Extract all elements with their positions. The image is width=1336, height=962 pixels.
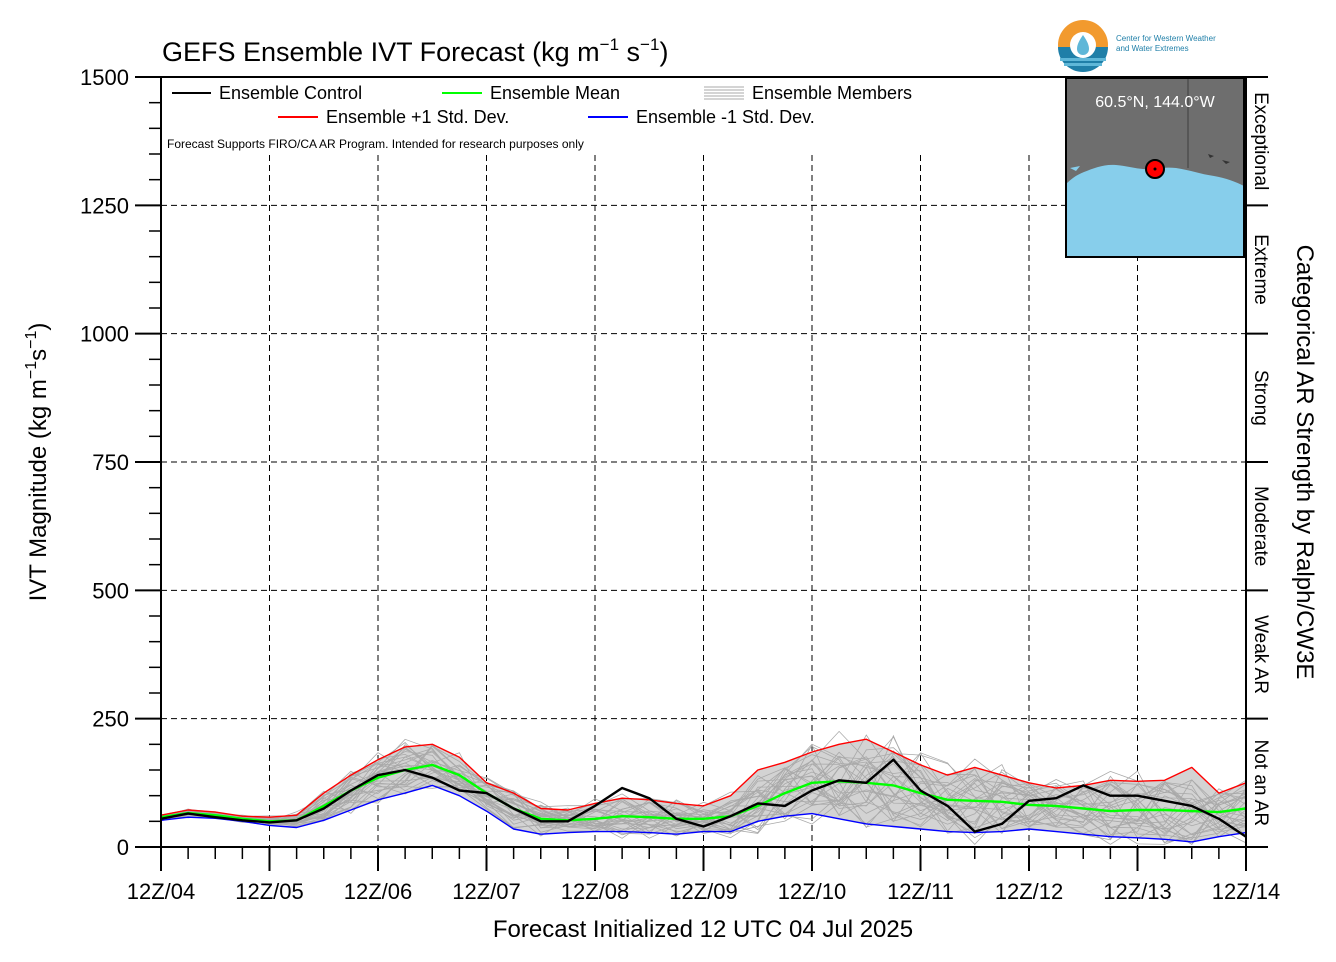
series-line-control <box>160 758 1247 838</box>
axes <box>135 76 1268 871</box>
inset-location-label: 60.5°N, 144.0°W <box>1095 94 1215 111</box>
ensemble-member-line <box>160 744 1247 831</box>
x-tick-label: 12Z/08 <box>561 879 630 904</box>
tick-labels: 0 250 500 750 1000 1250 1500 12Z/04 12Z/05 12Z/06… <box>80 65 1280 904</box>
y-tick-label: 500 <box>92 578 129 603</box>
cw3e-logo-icon: Center for Western Weather and Water Ext… <box>1058 20 1216 72</box>
category-label: Extreme <box>1250 234 1271 305</box>
logo-text-line2: and Water Extremes <box>1116 44 1189 53</box>
y-tick-label: 1250 <box>80 193 129 218</box>
series-lines <box>160 738 1247 843</box>
y-tick-label: 250 <box>92 707 129 732</box>
chart-title: GEFS Ensemble IVT Forecast (kg m−1 s−1) <box>162 35 668 67</box>
ensemble-member-line <box>160 734 1247 836</box>
legend-label-minus-sd: Ensemble -1 Std. Dev. <box>636 107 815 127</box>
legend-label-members: Ensemble Members <box>752 83 912 103</box>
x-tick-label: 12Z/05 <box>235 879 304 904</box>
y-tick-label: 0 <box>117 835 129 860</box>
series-line-plus-sd <box>160 738 1247 818</box>
ar-category-labels: Not an AR Weak AR Moderate Strong Extreme Exc… <box>1250 92 1271 826</box>
x-tick-label: 12Z/04 <box>127 879 196 904</box>
ensemble-member-line <box>160 730 1247 840</box>
location-marker-icon <box>1145 159 1165 179</box>
ensemble-member-line <box>160 747 1247 836</box>
x-tick-label: 12Z/09 <box>669 879 738 904</box>
series-line-minus-sd <box>160 784 1247 843</box>
x-tick-label: 12Z/06 <box>344 879 413 904</box>
x-tick-label: 12Z/13 <box>1103 879 1172 904</box>
y-tick-label: 1000 <box>80 322 129 347</box>
category-label: Moderate <box>1250 486 1271 566</box>
x-tick-label: 12Z/11 <box>887 879 954 904</box>
x-tick-label: 12Z/07 <box>452 879 521 904</box>
legend-swatch-members <box>704 86 744 100</box>
right-axis-title: Categorical AR Strength by Ralph/CW3E <box>1291 245 1318 680</box>
research-note: Forecast Supports FIRO/CA AR Program. In… <box>167 137 584 151</box>
ensemble-member-line <box>160 743 1247 845</box>
y-axis-title: IVT Magnitude (kg m−1s−1) <box>23 323 52 602</box>
legend-label-plus-sd: Ensemble +1 Std. Dev. <box>326 107 509 127</box>
legend: Ensemble Control Ensemble Mean Ensemble … <box>172 83 912 127</box>
x-tick-label: 12Z/12 <box>995 879 1064 904</box>
category-label: Not an AR <box>1250 739 1271 826</box>
category-label: Exceptional <box>1250 92 1271 190</box>
y-tick-label: 750 <box>92 450 129 475</box>
x-tick-label: 12Z/10 <box>778 879 847 904</box>
grid-lines <box>161 155 1246 847</box>
legend-label-control: Ensemble Control <box>219 83 362 103</box>
logo-text-line1: Center for Western Weather <box>1116 34 1216 43</box>
ensemble-member-line <box>160 751 1247 843</box>
ensemble-member-line <box>160 750 1247 834</box>
x-tick-label: 12Z/14 <box>1212 879 1281 904</box>
x-axis-title: Forecast Initialized 12 UTC 04 Jul 2025 <box>493 916 913 943</box>
category-label: Weak AR <box>1250 615 1271 694</box>
legend-label-mean: Ensemble Mean <box>490 83 620 103</box>
y-tick-label: 1500 <box>80 65 129 90</box>
ensemble-member-line <box>160 748 1247 845</box>
category-label: Strong <box>1250 370 1271 426</box>
inset-map: 60.5°N, 144.0°W <box>1065 77 1245 258</box>
